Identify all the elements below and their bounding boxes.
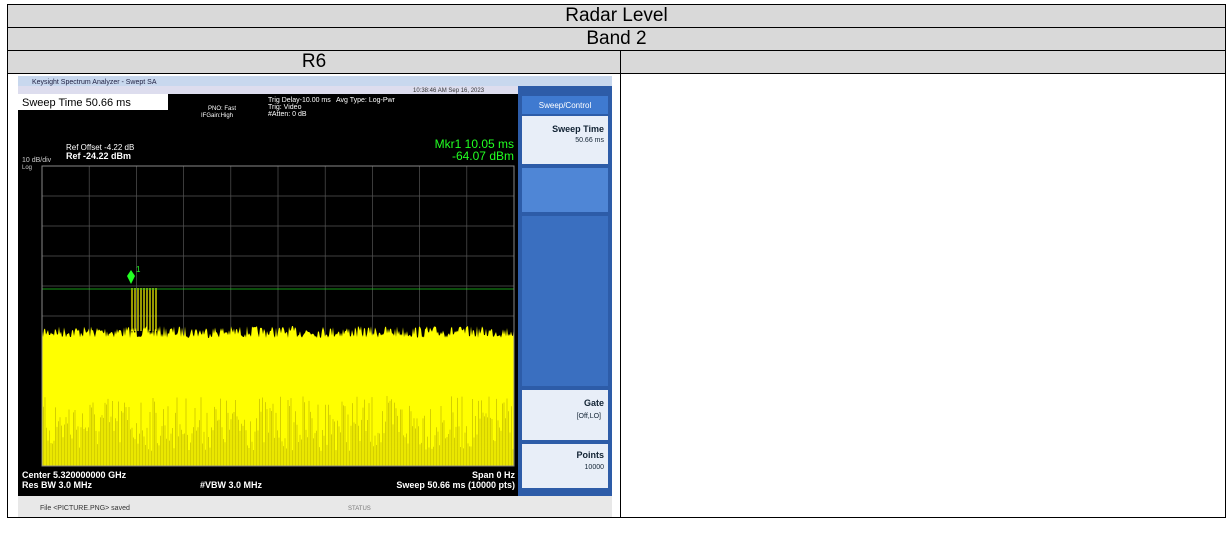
status-bar [18,496,612,517]
window-title: Keysight Spectrum Analyzer - Swept SA [32,79,157,86]
log: Log [22,165,32,171]
datetime: 10:38:46 AM Sep 16, 2023 [413,88,485,94]
softkey-value: 10000 [585,464,605,471]
softkey [522,168,608,212]
graph-frame [41,165,515,467]
softkey [522,216,608,386]
trig-delay: Trig Delay-10.00 ms [268,97,331,104]
trig: Trig: Video [268,104,302,111]
status-right: STATUS [348,506,371,512]
center: Center 5.320000000 GHz [22,470,127,480]
marker-id: 1 [136,265,141,274]
marker-time: Mkr1 10.05 ms [435,137,514,151]
softkey-value: 50.66 ms [575,137,604,144]
sweep-box [18,94,168,110]
cell [620,50,1226,74]
softkey-label: Gate [584,398,604,408]
ref-level: Ref -24.22 dBm [66,151,131,161]
title-bar [18,76,612,86]
menu-title-box [522,96,608,114]
graph [41,165,515,467]
status: File <PICTURE.PNG> saved [40,505,130,512]
cell: Radar Level [7,4,1226,28]
cell [620,73,1226,518]
vbw: #VBW 3.0 MHz [200,480,263,490]
avg-type: Avg Type: Log-Pwr [336,97,396,104]
softkey-label: Sweep Time [552,124,604,134]
screenshot-cell: Keysight Spectrum Analyzer - Swept SA 10… [7,73,621,518]
ifgain: IFGain:High [201,113,233,119]
atten: #Atten: 0 dB [268,111,307,118]
softkey [522,116,608,164]
cell: Band 2 [7,27,1226,51]
menu-title: Sweep/Control [539,101,592,110]
marker-level: -64.07 dBm [452,149,514,163]
softkey-value: [Off,LO] [577,413,601,420]
analyzer-screenshot: Keysight Spectrum Analyzer - Swept SA 10… [18,76,612,517]
ref-offset: Ref Offset -4.22 dB [66,143,134,152]
softkey [522,390,608,440]
pno: PNO: Fast [208,106,236,112]
cell: R6 [7,50,621,74]
marker [127,270,135,284]
sweep-time: Sweep Time 50.66 ms [22,97,131,109]
scale: 10 dB/div [22,157,52,164]
report-table: Radar Level Band 2 R6 Keysight Spectrum … [7,4,1226,518]
sweep: Sweep 50.66 ms (10000 pts) [396,480,515,490]
info-bar [18,86,518,94]
softkey-label: Points [576,450,604,460]
span: Span 0 Hz [472,470,516,480]
softkey [522,444,608,488]
res-bw: Res BW 3.0 MHz [22,480,93,490]
